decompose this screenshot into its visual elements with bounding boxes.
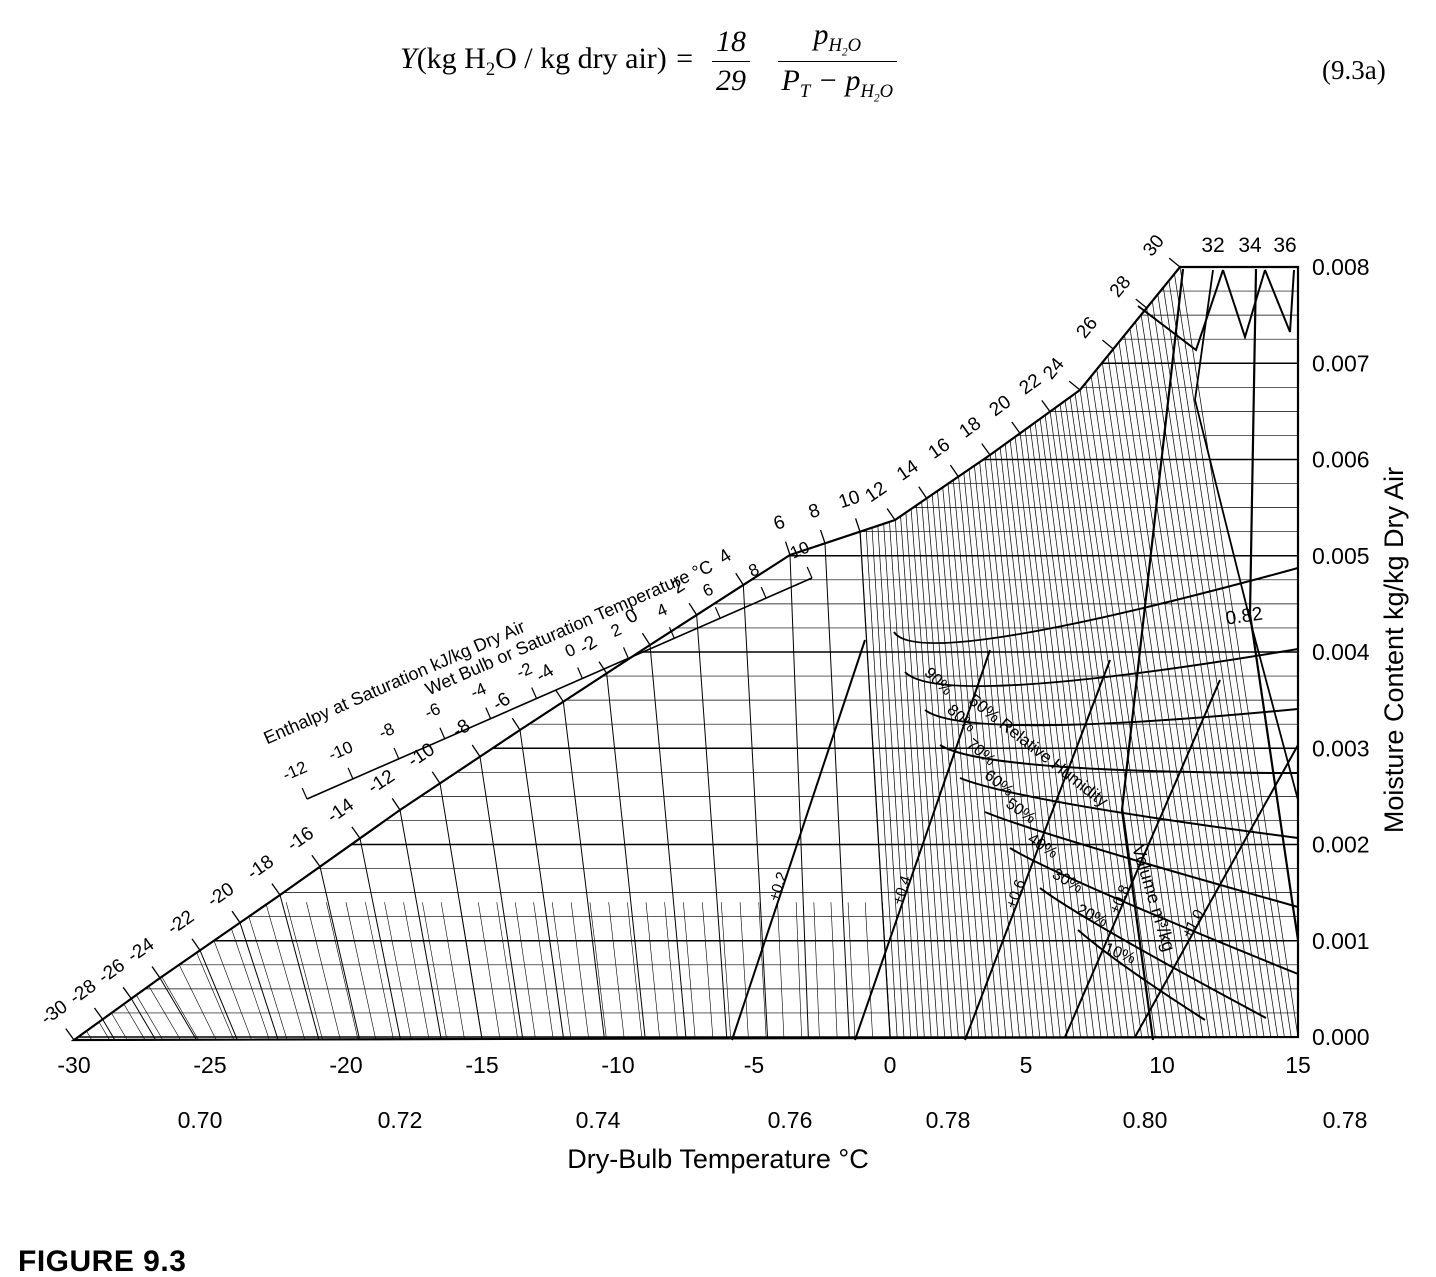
svg-text:15: 15 — [1285, 1052, 1311, 1078]
svg-text:0.78: 0.78 — [926, 1107, 971, 1133]
svg-text:0.001: 0.001 — [1312, 928, 1370, 954]
svg-text:0.70: 0.70 — [178, 1107, 223, 1133]
svg-text:0.72: 0.72 — [378, 1107, 423, 1133]
svg-text:0.78: 0.78 — [1323, 1107, 1368, 1133]
svg-text:-5: -5 — [744, 1052, 764, 1078]
svg-text:0.003: 0.003 — [1312, 735, 1370, 761]
svg-text:34: 34 — [1238, 234, 1262, 257]
svg-text:0.80: 0.80 — [1123, 1107, 1168, 1133]
svg-text:0.74: 0.74 — [576, 1107, 621, 1133]
svg-text:-15: -15 — [465, 1052, 498, 1078]
svg-text:0.000: 0.000 — [1312, 1024, 1370, 1050]
svg-text:0.007: 0.007 — [1312, 350, 1370, 376]
svg-text:-30: -30 — [57, 1052, 90, 1078]
svg-text:-10: -10 — [601, 1052, 634, 1078]
svg-text:0.002: 0.002 — [1312, 832, 1370, 858]
svg-text:0.006: 0.006 — [1312, 447, 1370, 473]
svg-text:Moisture Content kg/kg Dry Air: Moisture Content kg/kg Dry Air — [1379, 467, 1409, 833]
svg-text:-20: -20 — [329, 1052, 362, 1078]
svg-text:0.008: 0.008 — [1312, 254, 1370, 280]
svg-text:10: 10 — [1149, 1052, 1175, 1078]
svg-text:0.005: 0.005 — [1312, 543, 1370, 569]
svg-text:0.004: 0.004 — [1312, 639, 1370, 665]
svg-text:0.76: 0.76 — [768, 1107, 813, 1133]
svg-text:36: 36 — [1273, 234, 1296, 257]
svg-text:Dry-Bulb Temperature °C: Dry-Bulb Temperature °C — [567, 1144, 868, 1174]
svg-text:32: 32 — [1201, 234, 1224, 257]
svg-text:-25: -25 — [193, 1052, 226, 1078]
svg-text:5: 5 — [1020, 1052, 1033, 1078]
svg-text:0: 0 — [884, 1052, 897, 1078]
